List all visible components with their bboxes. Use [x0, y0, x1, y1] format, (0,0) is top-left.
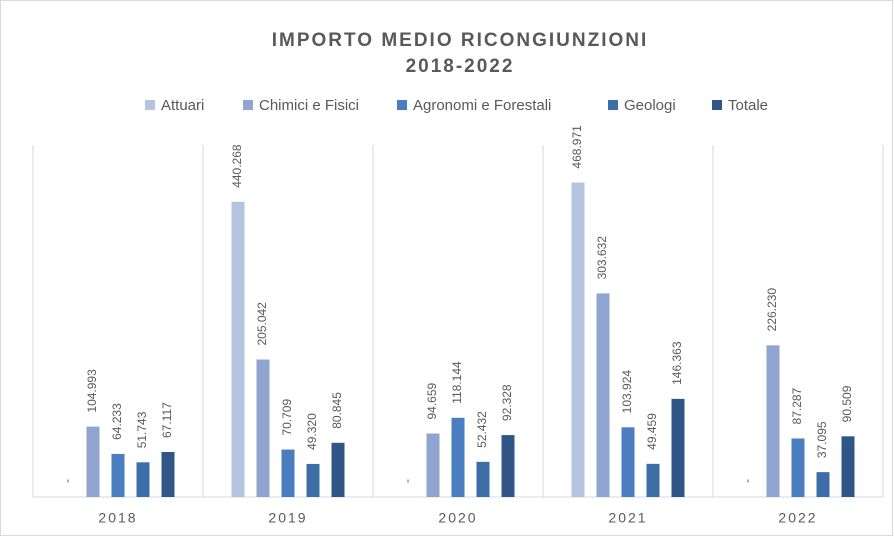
- data-label: 118.144: [450, 361, 464, 404]
- legend-swatch: [712, 100, 722, 110]
- legend-label: Chimici e Fisici: [259, 97, 359, 114]
- data-label: 52.432: [475, 411, 489, 448]
- bar: [646, 463, 660, 497]
- legend-swatch: [608, 100, 618, 110]
- bar: [791, 438, 805, 497]
- chart-title: IMPORTO MEDIO RICONGIUNZIONI: [272, 30, 649, 51]
- data-label: -: [740, 479, 754, 483]
- legend-swatch: [145, 100, 155, 110]
- data-label: 51.743: [135, 411, 149, 448]
- bar: [816, 472, 830, 497]
- data-label: 226.230: [765, 288, 779, 332]
- data-label: 92.328: [500, 384, 514, 421]
- data-label: -: [400, 479, 414, 483]
- bar: [306, 463, 320, 497]
- bar: [281, 449, 295, 497]
- data-label: 440.268: [230, 144, 244, 188]
- bar: [161, 451, 175, 497]
- x-tick-label: 2022: [778, 510, 817, 526]
- bar: [331, 442, 345, 497]
- bar: [841, 436, 855, 497]
- bar: [766, 345, 780, 497]
- data-label: 37.095: [815, 421, 829, 458]
- bar: [476, 461, 490, 497]
- legend-label: Geologi: [624, 97, 676, 114]
- bar: [426, 433, 440, 497]
- bar: [671, 398, 685, 497]
- data-label: -: [60, 479, 74, 483]
- data-label: 49.320: [305, 413, 319, 450]
- data-label: 146.363: [670, 341, 684, 385]
- legend-label: Totale: [728, 97, 768, 114]
- data-label: 468.971: [570, 125, 584, 169]
- x-tick-label: 2019: [268, 510, 307, 526]
- bar: [86, 426, 100, 497]
- data-label: 67.117: [160, 402, 174, 438]
- x-tick-label: 2021: [608, 510, 647, 526]
- bar: [501, 435, 515, 497]
- legend-swatch: [243, 100, 253, 110]
- data-label: 49.459: [645, 413, 659, 450]
- chart-subtitle: 2018-2022: [406, 56, 515, 77]
- bar: [621, 427, 635, 497]
- bar: [136, 462, 150, 497]
- bar: [231, 201, 245, 497]
- legend-label: Agronomi e Forestali: [413, 97, 551, 114]
- legend-swatch: [397, 100, 407, 110]
- x-tick-label: 2018: [98, 510, 137, 526]
- data-label: 94.659: [425, 383, 439, 420]
- bar: [111, 453, 125, 497]
- data-label: 90.509: [840, 385, 854, 422]
- data-label: 64.233: [110, 403, 124, 440]
- bar: [596, 293, 610, 497]
- data-label: 80.845: [330, 392, 344, 429]
- data-label: 87.287: [790, 387, 804, 424]
- data-label: 205.042: [255, 302, 269, 346]
- bar: [571, 182, 585, 498]
- legend-label: Attuari: [161, 97, 204, 114]
- data-label: 104.993: [85, 369, 99, 413]
- data-label: 103.924: [620, 370, 634, 414]
- data-label: 70.709: [280, 399, 294, 436]
- data-label: 303.632: [595, 236, 609, 280]
- bar: [451, 417, 465, 497]
- x-tick-label: 2020: [438, 510, 477, 526]
- bar: [256, 359, 270, 497]
